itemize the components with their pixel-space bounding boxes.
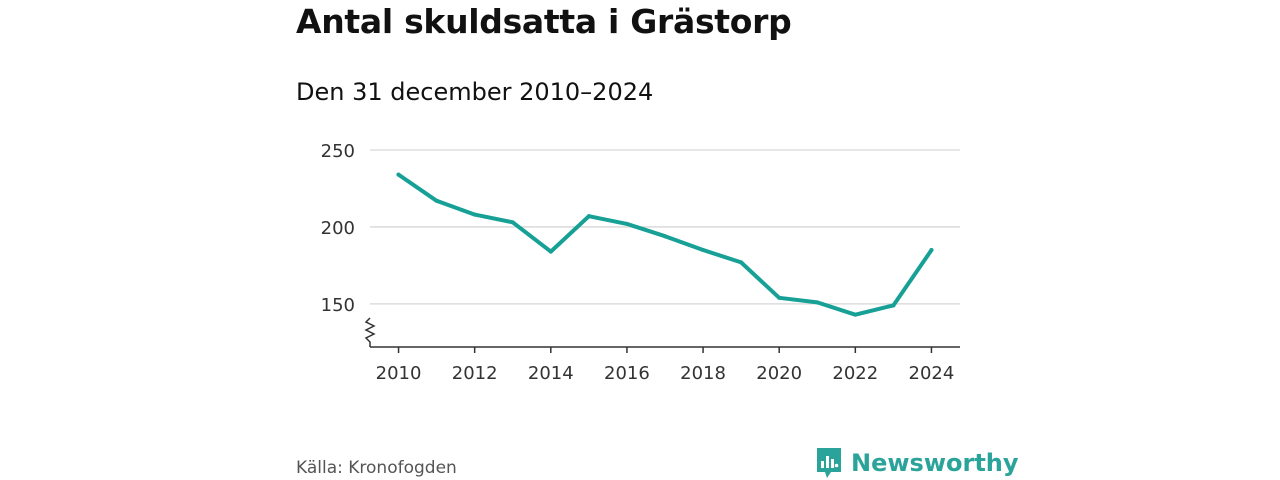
chart-title: Antal skuldsatta i Grästorp bbox=[296, 2, 792, 41]
series-line-0 bbox=[396, 172, 934, 317]
brand-name: Newsworthy bbox=[851, 449, 1019, 477]
newsworthy-logo-icon bbox=[817, 448, 841, 478]
chart-subtitle: Den 31 december 2010–2024 bbox=[296, 78, 654, 106]
data-point-2024 bbox=[929, 248, 934, 253]
x-tick-label-2014: 2014 bbox=[528, 363, 574, 384]
x-tick-label-2022: 2022 bbox=[832, 363, 878, 384]
x-tick-label-2020: 2020 bbox=[756, 363, 802, 384]
x-tick-label-2024: 2024 bbox=[909, 363, 955, 384]
y-tick-label-200: 200 bbox=[321, 218, 355, 239]
data-point-2011 bbox=[434, 198, 439, 203]
source-note: Källa: Kronofogden bbox=[296, 458, 457, 478]
data-point-2016 bbox=[624, 221, 629, 226]
data-point-2014 bbox=[548, 249, 553, 254]
data-point-2018 bbox=[701, 248, 706, 253]
data-point-2019 bbox=[739, 260, 744, 265]
y-axis-break bbox=[364, 317, 376, 347]
data-point-2013 bbox=[510, 220, 515, 225]
data-point-2022 bbox=[853, 312, 858, 317]
data-point-2021 bbox=[815, 300, 820, 305]
data-point-2017 bbox=[663, 234, 667, 239]
data-point-2012 bbox=[472, 212, 477, 217]
x-tick-label-2018: 2018 bbox=[680, 363, 726, 384]
y-tick-label-250: 250 bbox=[321, 141, 355, 162]
data-point-2015 bbox=[586, 214, 591, 219]
y-tick-label-150: 150 bbox=[321, 295, 355, 316]
x-tick-label-2016: 2016 bbox=[604, 363, 650, 384]
brand-logo: Newsworthy bbox=[815, 446, 1019, 480]
x-tick-label-2012: 2012 bbox=[452, 363, 498, 384]
data-point-2010 bbox=[396, 172, 401, 177]
data-point-2023 bbox=[891, 303, 896, 308]
x-tick-label-2010: 2010 bbox=[376, 363, 422, 384]
data-point-2020 bbox=[777, 295, 782, 300]
